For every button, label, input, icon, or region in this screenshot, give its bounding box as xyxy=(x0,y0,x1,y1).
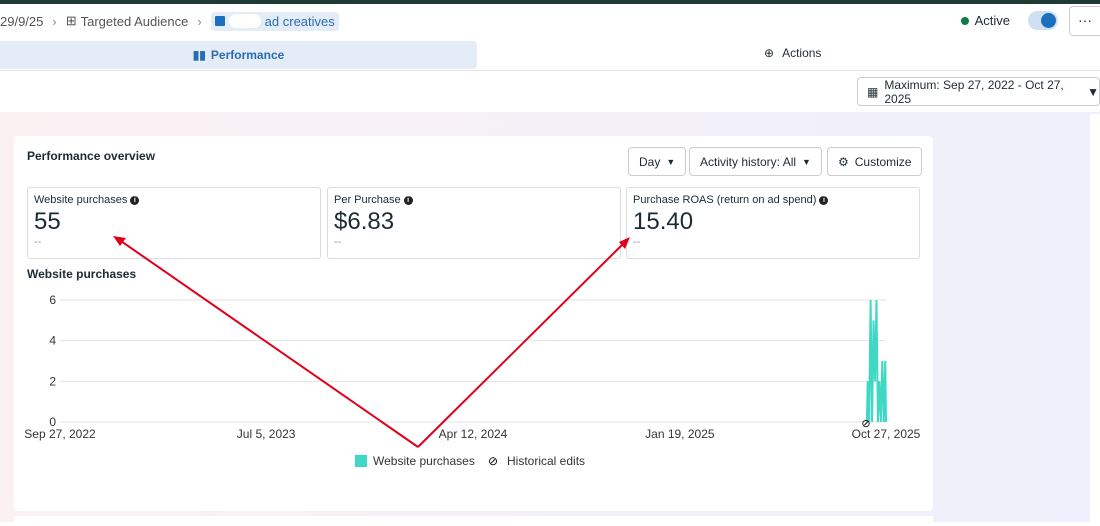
grid-icon: ⊞ xyxy=(65,13,77,28)
customize-button[interactable]: ⚙ Customize xyxy=(827,147,923,176)
metric-website-purchases[interactable]: Website purchases i 55 -- xyxy=(27,187,321,259)
breadcrumb-current[interactable]: ad creatives xyxy=(210,11,339,31)
day-dropdown[interactable]: Day ▼ xyxy=(628,147,687,176)
bar-chart-icon: ▮▮ xyxy=(192,48,206,62)
caret-down-icon: ▼ xyxy=(1087,84,1099,99)
arrow-up-circle-icon: ⊕ xyxy=(764,46,775,60)
breadcrumb-current-label: ad creatives xyxy=(264,13,335,29)
next-card xyxy=(14,516,933,526)
top-bar xyxy=(0,0,1100,4)
date-range-label: Maximum: Sep 27, 2022 - Oct 27, 2025 xyxy=(884,77,1064,106)
status-badge: Active xyxy=(960,13,1010,28)
tab-bar: ▮▮ Performance ⊕ Actions xyxy=(0,41,1100,71)
more-button[interactable]: ··· xyxy=(1069,6,1100,36)
metric-purchase-roas[interactable]: Purchase ROAS (return on ad spend) i 15.40… xyxy=(626,187,920,259)
status-label: Active xyxy=(974,13,1010,28)
tab-performance[interactable]: ▮▮ Performance xyxy=(0,41,477,69)
chart-title: Website purchases xyxy=(27,267,137,281)
calendar-icon: ▦ xyxy=(867,84,879,99)
activity-history-dropdown[interactable]: Activity history: All ▼ xyxy=(689,147,822,176)
chevron-right-icon: › xyxy=(197,13,202,29)
settings-icon: ⚙ xyxy=(838,154,849,169)
info-icon: i xyxy=(130,195,140,205)
active-toggle[interactable] xyxy=(1028,11,1058,30)
caret-down-icon: ▼ xyxy=(802,156,811,167)
metric-per-purchase[interactable]: Per Purchase i $6.83 -- xyxy=(327,187,621,259)
info-icon: i xyxy=(403,195,413,205)
card-title: Performance overview xyxy=(27,149,156,163)
breadcrumb-date[interactable]: 29/9/25 xyxy=(0,13,44,29)
scrollbar[interactable] xyxy=(1090,114,1100,522)
date-range-button[interactable]: ▦ Maximum: Sep 27, 2022 - Oct 27, 2025 ▼ xyxy=(857,77,1100,106)
breadcrumb-audience[interactable]: Targeted Audience xyxy=(80,13,189,29)
caret-down-icon: ▼ xyxy=(666,156,676,167)
status-dot-icon xyxy=(960,16,969,25)
tab-actions[interactable]: ⊕ Actions xyxy=(764,46,821,60)
chevron-right-icon: › xyxy=(52,13,57,29)
performance-overview-card: Performance overview Day ▼ Activity histo… xyxy=(14,136,933,511)
ad-icon xyxy=(214,16,225,26)
redacted-name xyxy=(228,14,261,28)
breadcrumb: 29/9/25 › ⊞ Targeted Audience › ad creat… xyxy=(0,10,339,32)
tab-label: Actions xyxy=(782,46,822,60)
tab-label: Performance xyxy=(210,48,285,62)
info-icon: i xyxy=(819,195,829,205)
